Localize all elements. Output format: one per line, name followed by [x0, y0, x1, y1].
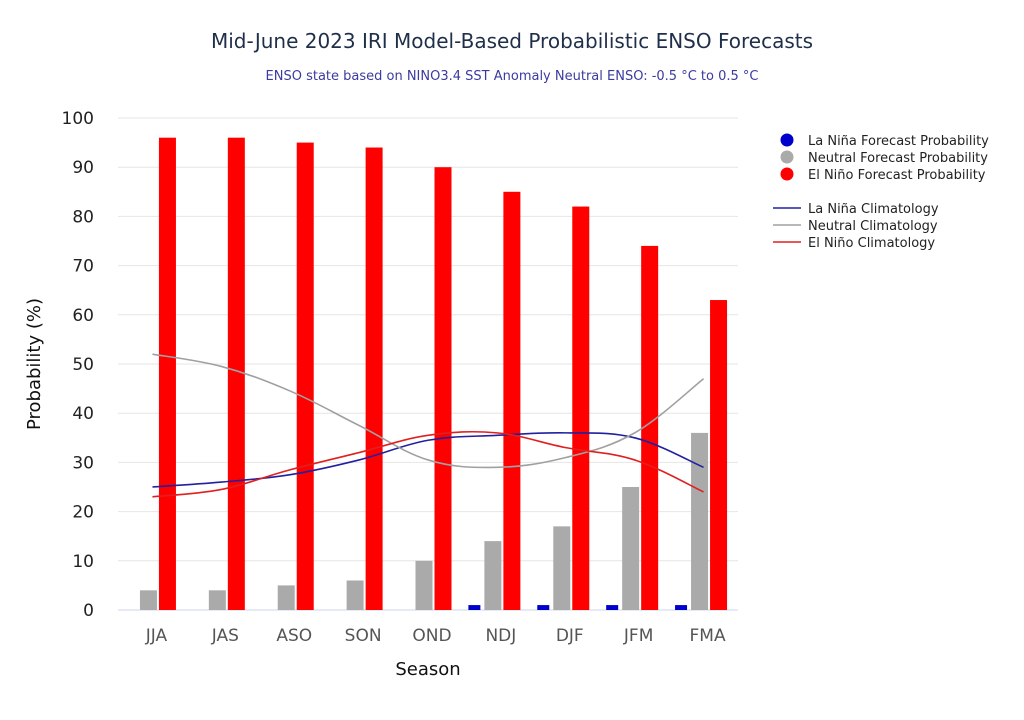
y-tick-label: 60: [72, 306, 94, 326]
chart-subtitle: ENSO state based on NINO3.4 SST Anomaly …: [266, 69, 759, 84]
legend-label: La Niña Climatology: [808, 202, 939, 217]
y-tick-label: 100: [62, 109, 94, 129]
legend-item-neutral-climatology[interactable]: Neutral Climatology: [773, 219, 938, 234]
legend-item-la-nina-forecast-probability[interactable]: La Niña Forecast Probability: [780, 133, 990, 150]
legend-label: La Niña Forecast Probability: [808, 134, 989, 149]
x-tick-label: ASO: [276, 626, 312, 646]
bar-neutral-forecast-probability-jas: [208, 590, 226, 610]
grid-layer: [118, 117, 738, 611]
x-tick-label: OND: [412, 626, 451, 646]
x-tick-label: JAS: [211, 626, 239, 646]
bar-neutral-forecast-probability-ndj: [484, 541, 502, 610]
legend-item-neutral-forecast-probability[interactable]: Neutral Forecast Probability: [780, 150, 989, 167]
bar-neutral-forecast-probability-jja: [139, 590, 157, 610]
legend-item-el-nino-climatology[interactable]: El Niño Climatology: [773, 236, 935, 251]
bar-el-nino-forecast-probability-jja: [158, 137, 176, 610]
bar-el-nino-forecast-probability-jfm: [641, 245, 659, 611]
legend-marker-dot: [780, 167, 794, 181]
bar-el-nino-forecast-probability-ond: [434, 167, 452, 610]
y-tick-label: 90: [72, 158, 94, 178]
bar-la-nina-forecast-probability-djf: [537, 605, 550, 610]
y-tick-label: 70: [72, 257, 94, 277]
y-tick-label: 10: [72, 552, 94, 572]
bar-neutral-forecast-probability-fma: [691, 432, 709, 610]
bar-neutral-forecast-probability-ond: [415, 560, 433, 610]
legend-item-el-nino-forecast-probability[interactable]: El Niño Forecast Probability: [780, 167, 986, 184]
bar-el-nino-forecast-probability-fma: [710, 300, 728, 610]
line-neutral-climatology: [152, 353, 705, 469]
bar-la-nina-forecast-probability-jfm: [606, 605, 619, 610]
legend-label: Neutral Climatology: [808, 219, 938, 234]
legend-label: Neutral Forecast Probability: [808, 151, 988, 166]
legend-label: El Niño Forecast Probability: [808, 168, 986, 183]
bar-el-nino-forecast-probability-son: [365, 147, 383, 610]
bar-el-nino-forecast-probability-aso: [296, 142, 314, 610]
legend: La Niña Forecast Probability Neutral Fore…: [773, 133, 990, 251]
x-axis-title: Season: [395, 659, 460, 680]
x-tick-label: DJF: [556, 626, 584, 646]
line-el-nino-climatology: [152, 430, 704, 498]
y-tick-label: 20: [72, 503, 94, 523]
ticks-layer: 0 10 20 30 40 50 60 70 80 90 100 JJA JAS ASO SON OND NDJ…: [62, 109, 726, 646]
x-tick-label: JJA: [145, 626, 168, 646]
chart-title: Mid-June 2023 IRI Model-Based Probabilis…: [211, 29, 813, 53]
y-tick-label: 80: [72, 207, 94, 227]
y-axis-title: Probability (%): [24, 298, 45, 430]
bar-el-nino-forecast-probability-ndj: [503, 191, 521, 611]
legend-marker-dot: [780, 150, 794, 164]
y-tick-label: 50: [72, 355, 94, 375]
x-tick-label: NDJ: [485, 626, 516, 646]
line-la-nina-climatology: [152, 432, 704, 488]
legend-item-la-nina-climatology[interactable]: La Niña Climatology: [773, 202, 939, 217]
bar-el-nino-forecast-probability-jas: [227, 137, 245, 610]
legend-label: El Niño Climatology: [808, 236, 935, 251]
x-tick-label: JFM: [623, 626, 653, 646]
lines-layer: [152, 353, 705, 498]
y-tick-label: 40: [72, 404, 94, 424]
bar-neutral-forecast-probability-son: [346, 580, 364, 610]
y-tick-label: 30: [72, 453, 94, 473]
bar-el-nino-forecast-probability-djf: [572, 206, 590, 610]
bar-neutral-forecast-probability-djf: [553, 526, 571, 610]
bars-layer: [139, 137, 728, 611]
bar-neutral-forecast-probability-jfm: [622, 487, 640, 610]
bar-la-nina-forecast-probability-ndj: [468, 605, 481, 610]
x-tick-label: SON: [345, 626, 382, 646]
bar-la-nina-forecast-probability-fma: [675, 605, 688, 610]
bar-neutral-forecast-probability-aso: [277, 585, 295, 610]
y-tick-label: 0: [83, 601, 94, 621]
legend-marker-dot: [780, 133, 794, 147]
x-tick-label: FMA: [690, 626, 726, 646]
